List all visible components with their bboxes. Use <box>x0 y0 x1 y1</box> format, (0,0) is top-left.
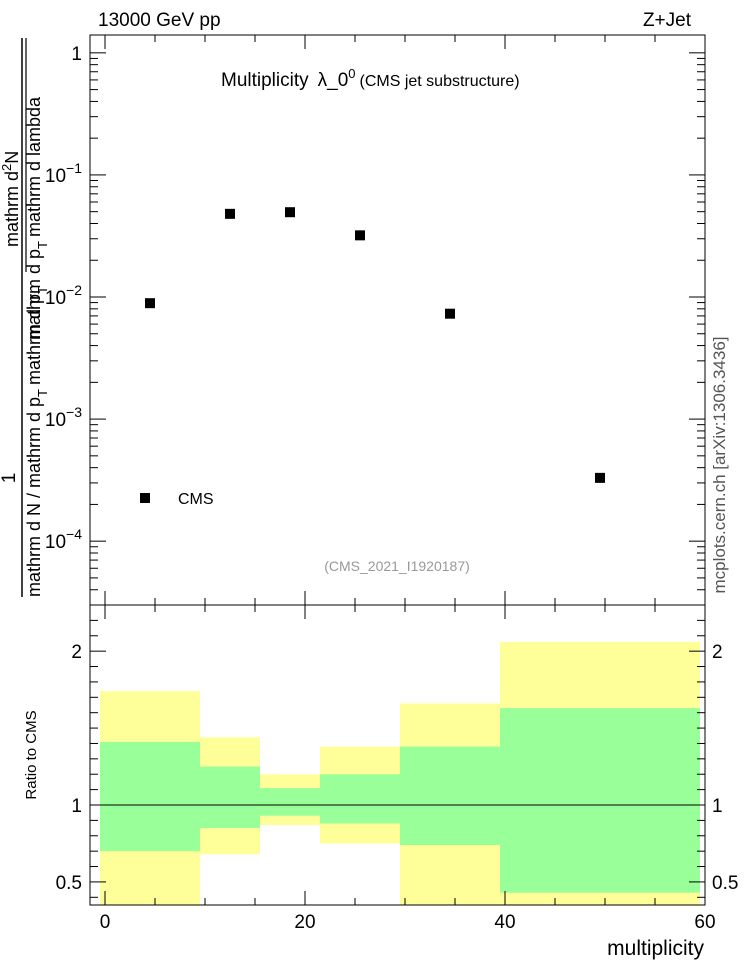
ratio-y-tick-label-left: 1 <box>71 796 82 817</box>
ratio-panel: 0.5 0.51 12 20 20 40 60 Ratio to CMS multiplic… <box>23 604 738 960</box>
main-y-ticks: 1 10−1 10−2 10−3 10−4 <box>45 35 706 606</box>
x-tick-label: 0 <box>100 912 111 933</box>
ratio-y-label: Ratio to CMS <box>23 710 40 799</box>
ratio-y-tick-label-left: 0.5 <box>56 873 82 894</box>
ratio-inner-band <box>200 766 260 829</box>
ratio-y-tick-label-right: 2 <box>712 642 723 663</box>
ylabel-inner-top: mathrm d2N <box>0 151 22 247</box>
y-tick-label: 10−1 <box>45 160 82 187</box>
ratio-inner-band <box>500 708 700 893</box>
ratio-inner-band <box>320 774 400 824</box>
ratio-inner-band <box>260 788 320 816</box>
x-tick-label: 60 <box>694 912 715 933</box>
plot-title: Multiplicity λ_00 (CMS jet substructure) <box>221 66 520 91</box>
y-tick-label: 1 <box>71 44 82 65</box>
title-main: Multiplicity <box>221 70 309 91</box>
ratio-bands <box>100 641 700 905</box>
legend: CMS <box>140 491 214 508</box>
data-point-cms <box>595 472 605 483</box>
title-suffix: (CMS jet substructure) <box>360 73 520 90</box>
ylabel-inner-bottom: mathrm d pTmathrm d lambda <box>24 96 50 340</box>
data-point-cms <box>225 208 235 219</box>
y-tick-label: 10−3 <box>45 404 82 431</box>
legend-marker-cms <box>140 493 150 503</box>
title-sup: 0 <box>348 66 355 81</box>
ylabel-denominator: mathrm d N / mathrm d pTmathrm d pT <box>24 286 50 597</box>
x-tick-label: 40 <box>494 912 515 933</box>
y-tick-label: 10−2 <box>45 282 82 309</box>
data-point-cms <box>355 230 365 241</box>
title-lambda: λ_0 <box>318 70 349 91</box>
legend-label-cms: CMS <box>178 491 214 508</box>
x-tick-label: 20 <box>294 912 315 933</box>
ratio-panel-frame <box>89 604 706 906</box>
main-panel-frame <box>89 34 706 606</box>
ratio-inner-band <box>400 746 500 845</box>
main-y-axis-label: 1 mathrm d N / mathrm d pTmathrm d pT ma… <box>0 38 50 597</box>
y-tick-label: 10−4 <box>45 526 82 553</box>
ratio-y-tick-label-left: 2 <box>71 642 82 663</box>
ratio-ticks: 0.5 0.51 12 20 20 40 60 <box>56 604 738 933</box>
ratio-y-tick-label-right: 0.5 <box>712 873 738 894</box>
data-point-cms <box>145 298 155 309</box>
data-point-cms <box>285 207 295 218</box>
main-data-points <box>145 207 605 483</box>
energy-label: 13000 GeV pp <box>98 10 221 31</box>
process-label: Z+Jet <box>643 10 692 31</box>
data-point-cms <box>445 308 455 319</box>
ratio-y-tick-label-right: 1 <box>712 796 723 817</box>
side-label: mcplots.cern.ch [arXiv:1306.3436] <box>710 336 729 593</box>
ylabel-numerator: 1 <box>0 473 20 484</box>
ratio-inner-band <box>100 741 200 852</box>
x-axis-label: multiplicity <box>607 937 704 960</box>
main-panel: 1 10−1 10−2 10−3 10−4 Multiplicity λ_00 (CMS j… <box>0 34 706 606</box>
analysis-id: (CMS_2021_I1920187) <box>324 558 470 574</box>
